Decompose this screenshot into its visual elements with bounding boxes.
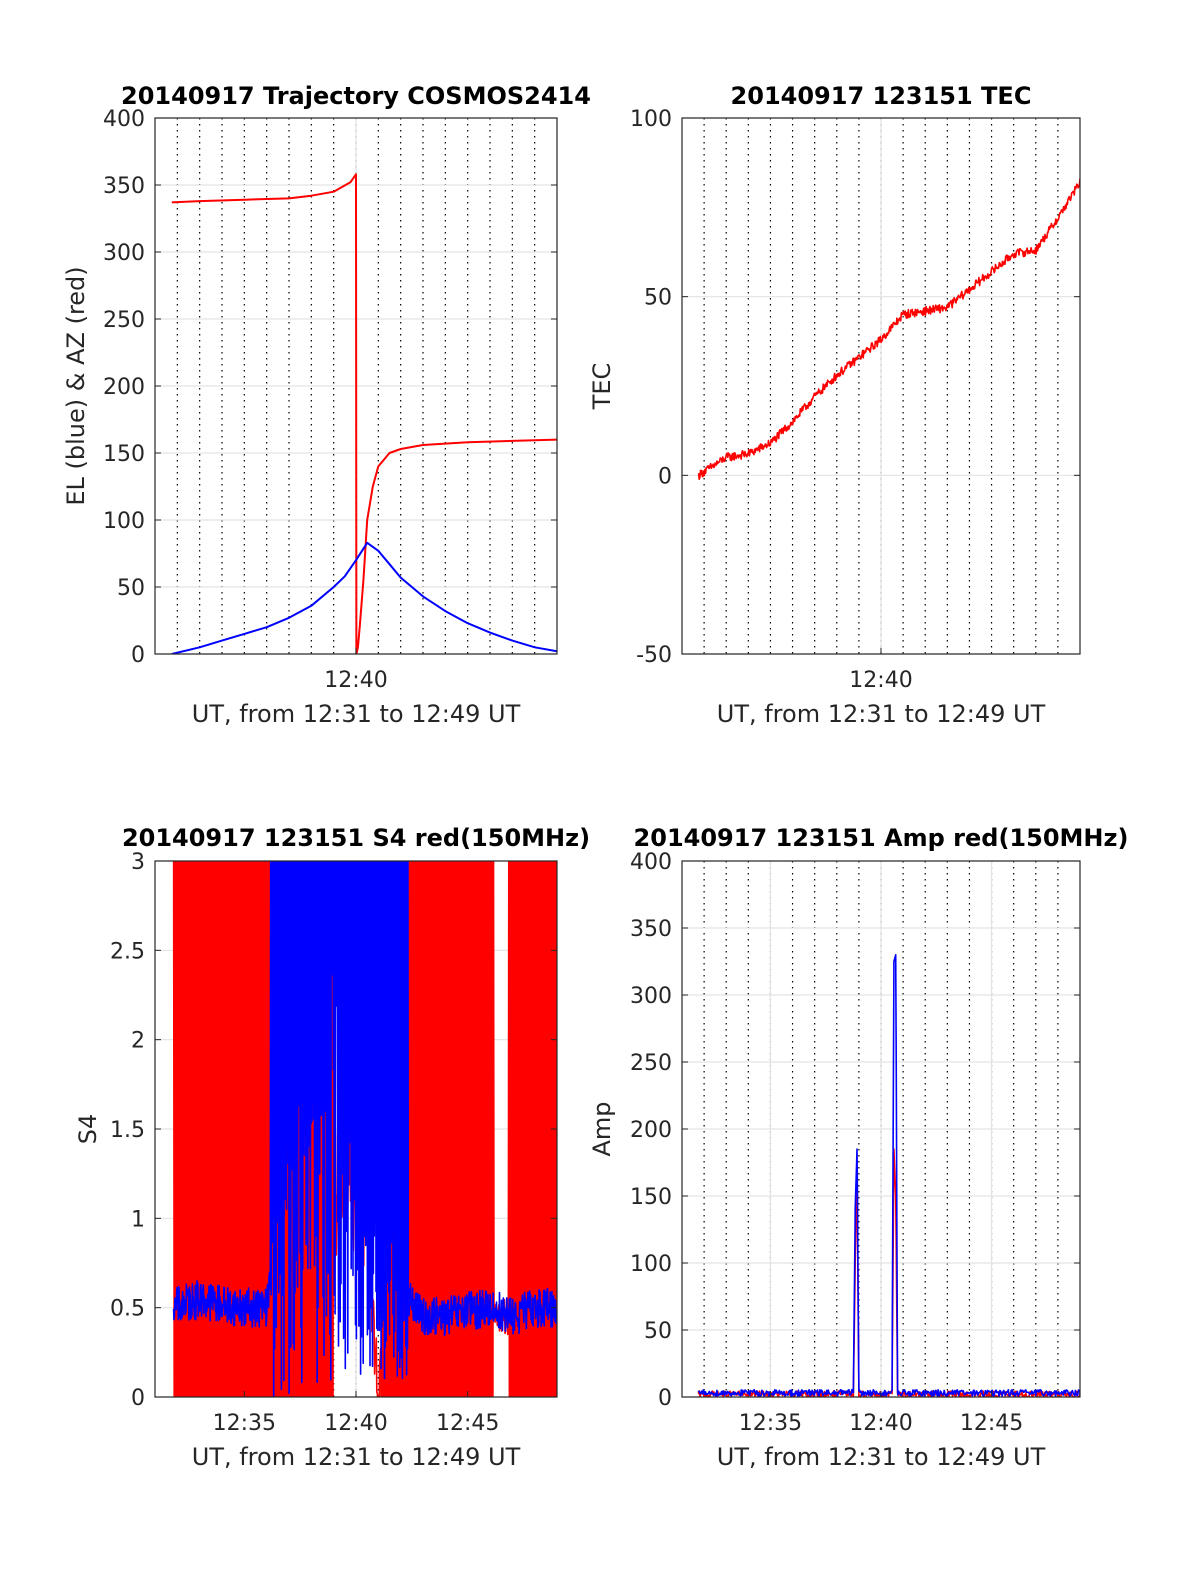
tec-x-ticks: 12:40 bbox=[849, 648, 913, 693]
s4-title: 20140917 123151 S4 red(150MHz) bbox=[122, 824, 590, 852]
tec-title: 20140917 123151 TEC bbox=[731, 82, 1032, 110]
trajectory-y-tick-label: 300 bbox=[103, 241, 145, 266]
trajectory-y-ticks: 0 50 100 150 200 250 300 350 400 bbox=[103, 107, 557, 668]
s4-subplot: 0 0.5 1 1.5 2 2.5 3 12:35 12:40 12:45 20140917 1… bbox=[74, 824, 590, 1471]
s4-y-tick-label: 2 bbox=[131, 1029, 145, 1054]
s4-y-tick-label: 2.5 bbox=[110, 939, 145, 964]
trajectory-y-tick-label: 150 bbox=[103, 442, 145, 467]
s4-x-tick-label: 12:45 bbox=[436, 1411, 499, 1436]
s4-x-ticks: 12:35 12:40 12:45 bbox=[213, 1391, 499, 1436]
amp-y-tick-label: 250 bbox=[630, 1051, 672, 1076]
amp-x-axis-label: UT, from 12:31 to 12:49 UT bbox=[717, 1443, 1046, 1471]
trajectory-title: 20140917 Trajectory COSMOS2414 bbox=[121, 82, 591, 110]
amp-subplot: 0 50 100 150 200 250 300 350 400 12:35 12:40 12:45… bbox=[588, 824, 1128, 1471]
trajectory-red-series-line bbox=[171, 173, 557, 654]
s4-y-axis-label: S4 bbox=[74, 1114, 102, 1145]
trajectory-y-tick-label: 0 bbox=[131, 643, 145, 668]
tec-y-ticks: -50 0 50 100 bbox=[630, 107, 1080, 668]
s4-y-tick-label: 0 bbox=[131, 1386, 145, 1411]
amp-y-tick-label: 300 bbox=[630, 984, 672, 1009]
tec-y-tick-label: 100 bbox=[630, 107, 672, 132]
amp-y-ticks: 0 50 100 150 200 250 300 350 400 bbox=[630, 850, 1080, 1411]
trajectory-x-ticks: 12:40 bbox=[324, 648, 388, 693]
amp-x-tick-label: 12:35 bbox=[739, 1411, 802, 1436]
amp-x-tick-label: 12:45 bbox=[960, 1411, 1023, 1436]
trajectory-y-tick-label: 50 bbox=[117, 576, 145, 601]
tec-plot-area bbox=[697, 178, 1080, 480]
s4-x-tick-label: 12:35 bbox=[213, 1411, 276, 1436]
s4-y-ticks: 0 0.5 1 1.5 2 2.5 3 bbox=[110, 850, 557, 1411]
trajectory-y-tick-label: 100 bbox=[103, 509, 145, 534]
amp-blue-series-line bbox=[697, 954, 1080, 1397]
trajectory-y-axis-label: EL (blue) & AZ (red) bbox=[62, 266, 90, 505]
trajectory-blue-series-line bbox=[171, 541, 557, 654]
amp-y-tick-label: 350 bbox=[630, 917, 672, 942]
s4-y-tick-label: 3 bbox=[131, 850, 145, 875]
tec-x-tick-label: 12:40 bbox=[849, 668, 912, 693]
s4-x-tick-label: 12:40 bbox=[324, 1411, 387, 1436]
s4-y-tick-label: 1 bbox=[131, 1207, 145, 1232]
s4-blue-series-line bbox=[172, 861, 557, 1397]
amp-y-tick-label: 400 bbox=[630, 850, 672, 875]
tec-y-axis-label: TEC bbox=[588, 363, 616, 411]
tec-x-axis-label: UT, from 12:31 to 12:49 UT bbox=[717, 700, 1046, 728]
s4-plot-area bbox=[172, 861, 557, 1397]
amp-title: 20140917 123151 Amp red(150MHz) bbox=[634, 824, 1129, 852]
trajectory-y-tick-label: 400 bbox=[103, 107, 145, 132]
trajectory-plot-area bbox=[171, 173, 557, 654]
amp-y-tick-label: 150 bbox=[630, 1185, 672, 1210]
tec-subplot: -50 0 50 100 12:40 20140917 123151 TEC UT, … bbox=[588, 82, 1081, 728]
trajectory-x-tick-label: 12:40 bbox=[324, 668, 387, 693]
amp-y-tick-label: 200 bbox=[630, 1118, 672, 1143]
tec-y-tick-label: -50 bbox=[636, 643, 672, 668]
trajectory-x-axis-label: UT, from 12:31 to 12:49 UT bbox=[192, 700, 521, 728]
s4-y-tick-label: 1.5 bbox=[110, 1118, 145, 1143]
amp-y-tick-label: 0 bbox=[658, 1386, 672, 1411]
tec-red-series-line bbox=[697, 178, 1080, 480]
s4-x-axis-label: UT, from 12:31 to 12:49 UT bbox=[192, 1443, 521, 1471]
tec-y-tick-label: 50 bbox=[644, 286, 672, 311]
amp-x-ticks: 12:35 12:40 12:45 bbox=[739, 1391, 1023, 1436]
amp-y-tick-label: 100 bbox=[630, 1252, 672, 1277]
amp-y-axis-label: Amp bbox=[588, 1101, 616, 1156]
trajectory-y-tick-label: 250 bbox=[103, 308, 145, 333]
amp-y-tick-label: 50 bbox=[644, 1319, 672, 1344]
tec-y-tick-label: 0 bbox=[658, 464, 672, 489]
amp-plot-area bbox=[697, 954, 1080, 1397]
amp-x-tick-label: 12:40 bbox=[849, 1411, 912, 1436]
s4-y-tick-label: 0.5 bbox=[110, 1297, 145, 1322]
trajectory-subplot: 0 50 100 150 200 250 300 350 400 12:40 20140917 … bbox=[62, 82, 591, 728]
trajectory-y-tick-label: 350 bbox=[103, 174, 145, 199]
trajectory-y-tick-label: 200 bbox=[103, 375, 145, 400]
